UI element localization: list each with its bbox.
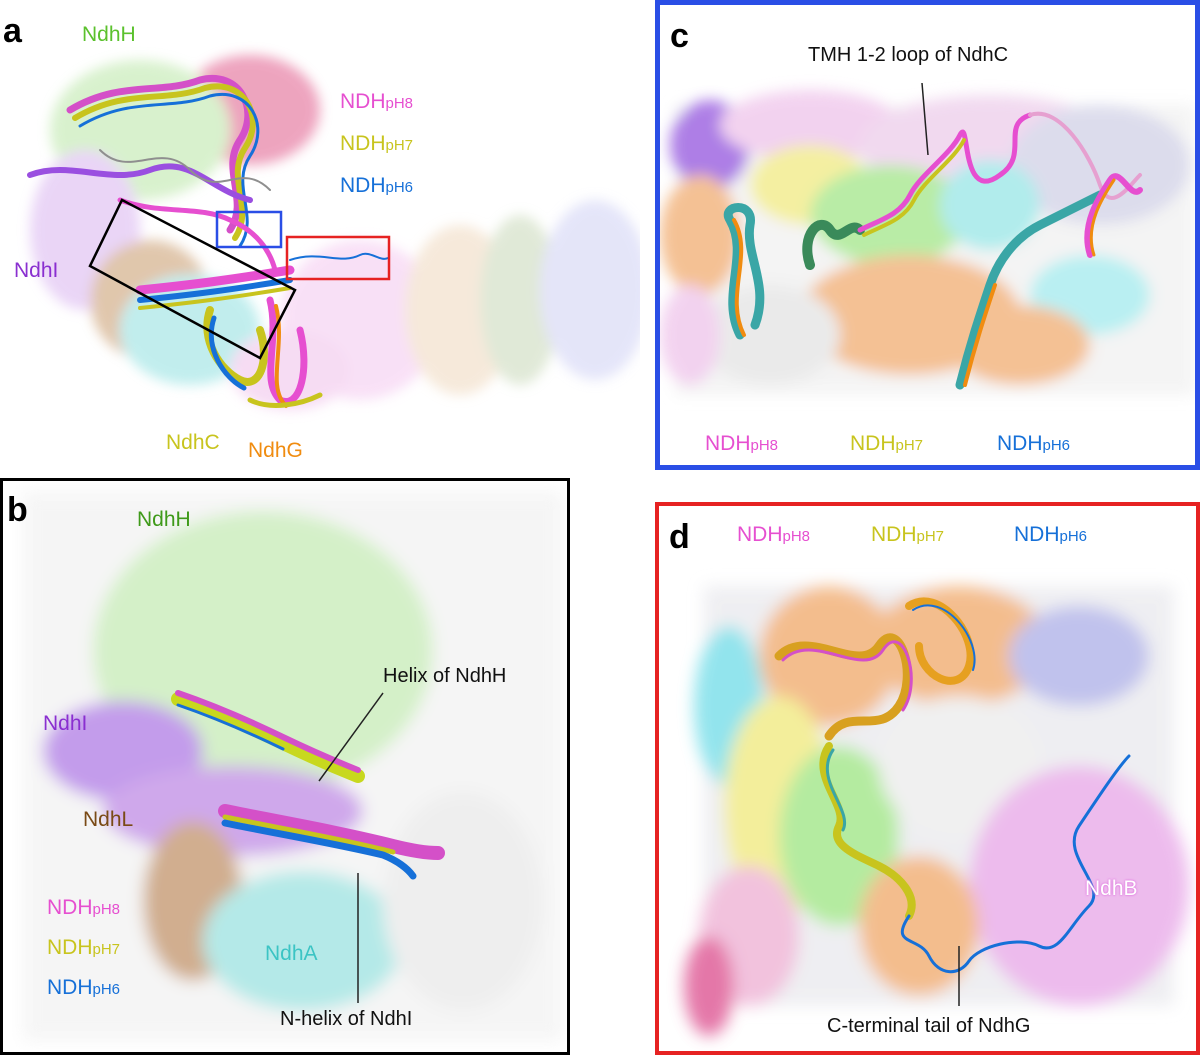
label-ndhh-b: NdhH bbox=[137, 508, 191, 531]
panel-d-structure bbox=[684, 586, 1189, 1036]
surface-blobs-c bbox=[660, 90, 1195, 395]
callout-cterminal-tail: C-terminal tail of NdhG bbox=[827, 1015, 1031, 1037]
panel-d-letter: d bbox=[669, 518, 690, 556]
legend-ph8-d: NDHpH8 bbox=[737, 523, 811, 546]
legend-ph6-a: NDHpH6 bbox=[340, 174, 414, 197]
label-ndha-b: NdhA bbox=[265, 942, 318, 965]
panel-c-structure bbox=[660, 82, 1195, 395]
box-c-marker bbox=[215, 210, 283, 249]
legend-ph6-b: NDHpH6 bbox=[47, 976, 121, 999]
legend-ph8-c: NDHpH8 bbox=[705, 432, 779, 455]
panel-a: a NdhH NdhI NdhC NdhG NDHpH8 NDHpH7 NDHp… bbox=[0, 0, 640, 470]
callout-line-c bbox=[921, 82, 929, 156]
box-b-marker bbox=[88, 198, 297, 360]
panel-c: c TMH 1-2 loop of NdhC NDHpH8 NDHpH7 NDH… bbox=[655, 0, 1200, 470]
ribbon-bundle-a bbox=[27, 75, 389, 408]
panel-c-letter: c bbox=[670, 17, 689, 55]
box-d-marker bbox=[285, 235, 391, 281]
label-ndhi-b: NdhI bbox=[43, 712, 88, 735]
label-ndhg-a: NdhG bbox=[248, 439, 303, 462]
label-ndhc-a: NdhC bbox=[166, 431, 220, 454]
panel-d: d NdhB C-terminal tail of NdhG NDHpH8 ND… bbox=[655, 502, 1200, 1055]
callout-nhelix-ndhi: N-helix of NdhI bbox=[280, 1008, 413, 1030]
ribbons-d bbox=[774, 597, 1131, 974]
panel-b: b NdhH NdhI NdhL NdhA Helix of NdhH N-he… bbox=[0, 478, 570, 1055]
legend-ph7-a: NDHpH7 bbox=[340, 132, 414, 155]
surface-blobs-d bbox=[684, 586, 1189, 1036]
legend-ph6-c: NDHpH6 bbox=[997, 432, 1071, 455]
legend-ph8-a: NDHpH8 bbox=[340, 90, 414, 113]
label-ndhl-b: NdhL bbox=[83, 808, 134, 831]
label-ndhi-a: NdhI bbox=[14, 259, 59, 282]
legend-ph7-c: NDHpH7 bbox=[850, 432, 924, 455]
legend-ph8-b: NDHpH8 bbox=[47, 896, 121, 919]
legend-ph7-d: NDHpH7 bbox=[871, 523, 945, 546]
panel-a-letter: a bbox=[3, 12, 22, 50]
surface-blobs-b bbox=[23, 491, 563, 1041]
legend-ph6-d: NDHpH6 bbox=[1014, 523, 1088, 546]
panel-b-structure bbox=[23, 491, 563, 1041]
callout-tmh-loop: TMH 1-2 loop of NdhC bbox=[808, 44, 1009, 66]
label-ndhh-a: NdhH bbox=[82, 23, 136, 46]
ribbons-c bbox=[723, 111, 1143, 390]
legend-ph7-b: NDHpH7 bbox=[47, 936, 121, 959]
panel-b-letter: b bbox=[7, 491, 28, 529]
callout-helix-ndhh: Helix of NdhH bbox=[383, 665, 507, 687]
panel-a-structure bbox=[27, 55, 640, 410]
callout-line-helix bbox=[318, 692, 384, 782]
ribbons-b bbox=[171, 690, 445, 880]
label-ndhb-d: NdhB bbox=[1085, 877, 1138, 900]
